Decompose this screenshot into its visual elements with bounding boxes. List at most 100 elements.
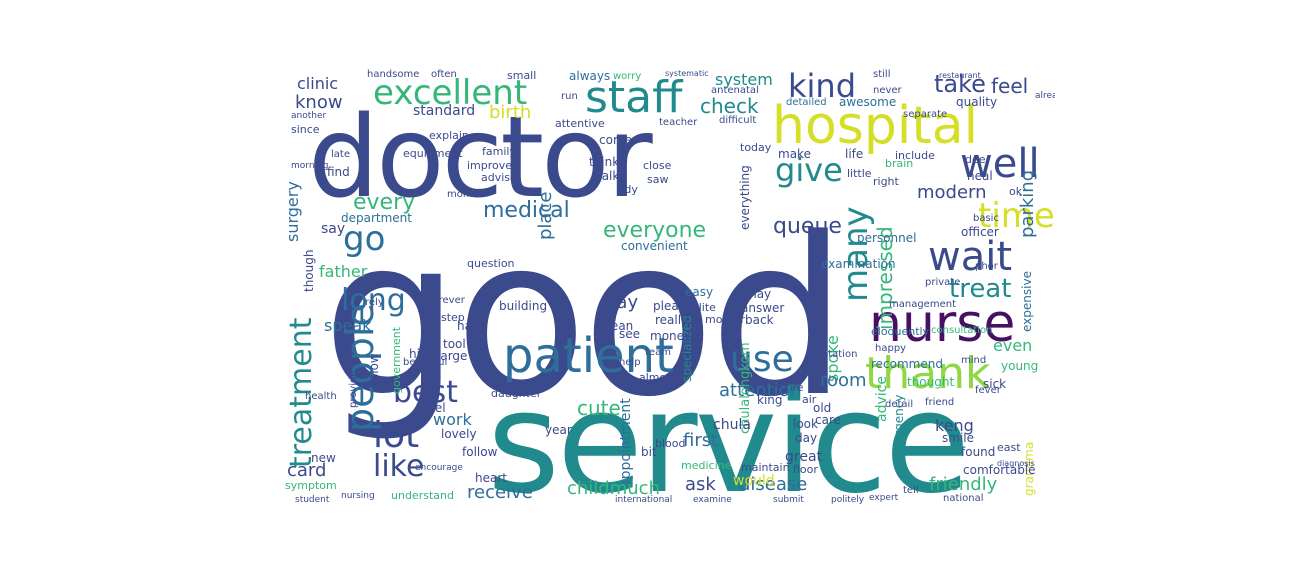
word-month: month [447,189,480,200]
word-surgery: surgery [283,181,302,242]
word-government: government [390,326,403,394]
word-please: please [653,299,693,313]
word-separate: separate [903,109,948,120]
word-speak: speak [324,316,372,335]
word-include: include [895,149,935,162]
word-well: well [960,141,1040,187]
word-phor: phor [975,261,998,272]
word-never: never [873,85,902,96]
word-tell: tell [903,485,919,496]
word-come: come [599,133,633,147]
word-detailed: detailed [786,97,827,108]
word-smile: smile [942,431,974,445]
word-attention: attention [719,380,802,401]
word-explain: explain [429,129,469,142]
word-back: back [745,313,774,327]
word-large: large [437,349,468,363]
word-attentive: attentive [555,117,605,130]
word-teacher: teacher [659,117,698,128]
word-tire: tire [785,381,804,394]
word-thank: thank [865,348,991,399]
word-saw: saw [647,173,669,186]
word-everyone: everyone [603,218,707,243]
word-already: already [1035,91,1055,101]
word-standard: standard [413,103,476,119]
word-bit: bit [641,445,657,459]
word-student: student [295,495,330,505]
word-give: give [775,151,843,189]
word-nurse: nurse [869,294,1016,354]
word-equipment: equipment [403,147,463,160]
word-east: east [997,441,1021,454]
word-good: good [322,192,848,445]
word-everything: everything [738,165,752,230]
word-would: would [733,473,775,489]
word-improve: improve [467,159,513,172]
word-appointment: appointment [618,398,634,488]
word-first: first [683,430,719,451]
word-treat: treat [949,274,1012,304]
word-always: always [569,69,611,83]
word-clinic: clinic [297,74,339,93]
word-great: great [785,449,823,465]
word-though: though [302,249,316,292]
word-take: take [934,70,986,98]
word-detail: detail [885,399,914,410]
word-need: need [507,279,532,290]
word-happy: happy [875,343,907,354]
word-many: many [836,206,876,302]
word-consultation: consultation [931,325,993,336]
word-mother: mother [705,313,746,326]
word-work: work [433,410,472,429]
word-go: go [343,219,386,259]
word-handsome: handsome [367,69,420,80]
word-childmuch: childmuch [567,478,660,499]
word-talk: talk [597,169,620,183]
word-management: management [889,299,956,310]
word-receive: receive [467,482,533,503]
word-modern: modern [917,182,987,203]
word-found: found [961,445,996,459]
word-chula: chula [713,417,751,433]
word-parking: parking [1017,169,1038,238]
word-officer: officer [961,225,999,239]
word-medicine: medicine [681,459,732,472]
word-old: old [813,401,832,415]
word-look: look [793,417,818,431]
word-beautiful: beautiful [403,357,448,368]
word-young: young [1001,359,1039,373]
word-system: system [715,70,773,89]
word-maintain: maintain [741,461,790,474]
word-almost: almost [639,371,677,384]
word-friendly: friendly [929,474,998,495]
word-check: check [700,94,759,118]
word-doctor: doctor [308,93,653,223]
word-tool: tool [443,337,466,351]
word-tidy: tidy [617,183,638,196]
word-feel: feel [991,74,1029,98]
word-birth: birth [489,102,532,123]
word-say: say [321,221,346,237]
word-new: new [311,451,336,465]
word-basic: basic [973,213,999,224]
word-care: care [815,413,842,427]
word-advise: advise [481,171,517,184]
word-year: year [545,423,572,437]
word-understand: understand [391,489,454,502]
word-run: run [561,91,578,102]
word-today: today [740,141,772,154]
word-examination: examination [821,257,896,271]
word-cloud: good service doctor hospital nurse patie… [245,62,1055,512]
word-diagnosis: diagnosis [997,459,1035,468]
word-floor: floor [793,463,818,476]
word-kind: kind [788,67,857,105]
word-think: think [589,155,620,169]
word-friend: friend [925,397,955,408]
word-best: best [393,375,458,410]
word-heal: heal [967,169,993,183]
word-close: close [643,159,672,172]
word-level: level [417,401,446,415]
word-daughter: daughter [491,387,542,400]
word-card: card [287,460,327,481]
word-staff: staff [585,72,683,123]
